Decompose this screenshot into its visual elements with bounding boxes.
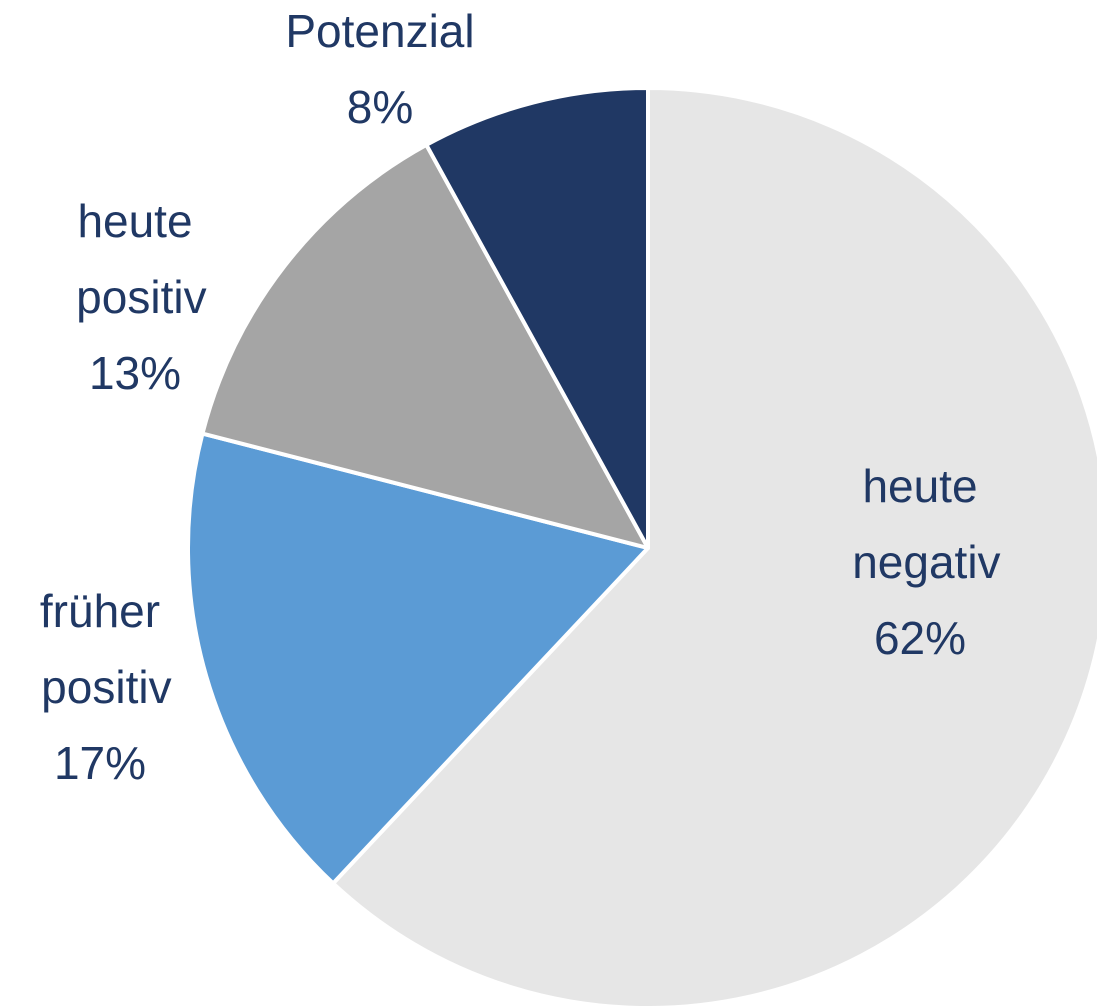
- category-word: negativ: [839, 536, 1000, 588]
- pie-slice: [186, 431, 650, 886]
- slice-label: heute positiv 13%: [63, 195, 206, 399]
- value-label: 13%: [89, 347, 181, 399]
- category-label: früher positiv: [28, 585, 171, 713]
- category-word: heute: [77, 195, 192, 247]
- slice-label: heute negativ 62%: [839, 460, 1000, 664]
- category-label: heute negativ: [839, 460, 1000, 588]
- value-label: 8%: [347, 81, 413, 133]
- pie-slice: [331, 86, 1097, 1006]
- slice-label: Potenzial 8%: [285, 5, 474, 133]
- category-word: positiv: [28, 661, 171, 713]
- category-word: heute: [862, 460, 977, 512]
- value-label: 62%: [874, 612, 966, 664]
- value-label: 17%: [54, 737, 146, 789]
- category-word: positiv: [63, 271, 206, 323]
- pie-slice: [200, 142, 650, 550]
- slice-label: früher positiv 17%: [28, 585, 171, 789]
- category-label: Potenzial: [285, 5, 474, 57]
- category-word: früher: [40, 585, 160, 637]
- category-label: heute positiv: [63, 195, 206, 323]
- category-word: Potenzial: [285, 5, 474, 57]
- pie-slice: [424, 86, 650, 550]
